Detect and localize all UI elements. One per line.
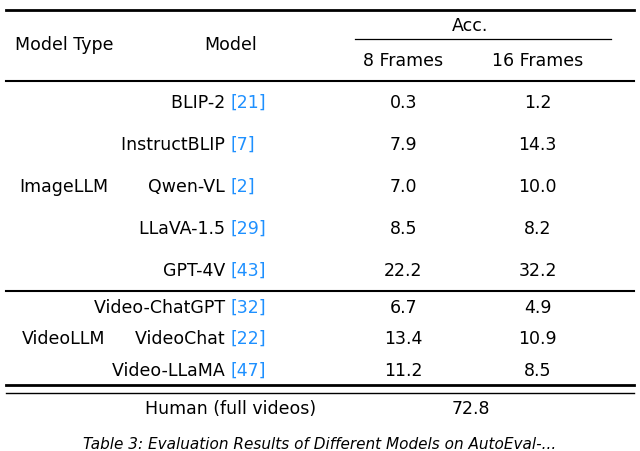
Text: 13.4: 13.4 <box>384 330 422 347</box>
Text: 8 Frames: 8 Frames <box>363 52 444 70</box>
Text: Video-LLaMA: Video-LLaMA <box>112 361 230 379</box>
Text: 8.2: 8.2 <box>524 219 551 237</box>
Text: 8.5: 8.5 <box>524 361 551 379</box>
Text: 4.9: 4.9 <box>524 298 551 316</box>
Text: GPT-4V: GPT-4V <box>163 262 230 279</box>
Text: VideoLLM: VideoLLM <box>22 330 106 347</box>
Text: BLIP-2: BLIP-2 <box>171 93 230 111</box>
Text: [2]: [2] <box>230 177 255 195</box>
Text: 10.0: 10.0 <box>518 177 557 195</box>
Text: LLaVA-1.5: LLaVA-1.5 <box>139 219 230 237</box>
Text: 6.7: 6.7 <box>389 298 417 316</box>
Text: 1.2: 1.2 <box>524 93 551 111</box>
Text: 72.8: 72.8 <box>451 399 490 417</box>
Text: ImageLLM: ImageLLM <box>19 177 109 195</box>
Text: 10.9: 10.9 <box>518 330 557 347</box>
Text: [47]: [47] <box>230 361 266 379</box>
Text: Video-ChatGPT: Video-ChatGPT <box>94 298 230 316</box>
Text: 14.3: 14.3 <box>518 135 557 153</box>
Text: [21]: [21] <box>230 93 266 111</box>
Text: [29]: [29] <box>230 219 266 237</box>
Text: 16 Frames: 16 Frames <box>492 52 583 70</box>
Text: 22.2: 22.2 <box>384 262 422 279</box>
Text: Human (full videos): Human (full videos) <box>145 399 316 417</box>
Text: InstructBLIP: InstructBLIP <box>121 135 230 153</box>
Text: Model: Model <box>204 36 257 54</box>
Text: [32]: [32] <box>230 298 266 316</box>
Text: Acc.: Acc. <box>452 17 488 35</box>
Text: 7.0: 7.0 <box>390 177 417 195</box>
Text: 32.2: 32.2 <box>518 262 557 279</box>
Text: 8.5: 8.5 <box>390 219 417 237</box>
Text: [22]: [22] <box>230 330 266 347</box>
Text: 7.9: 7.9 <box>389 135 417 153</box>
Text: 0.3: 0.3 <box>390 93 417 111</box>
Text: VideoChat: VideoChat <box>135 330 230 347</box>
Text: [7]: [7] <box>230 135 255 153</box>
Text: Model Type: Model Type <box>15 36 113 54</box>
Text: 11.2: 11.2 <box>384 361 422 379</box>
Text: Qwen-VL: Qwen-VL <box>148 177 230 195</box>
Text: [43]: [43] <box>230 262 266 279</box>
Text: Table 3: Evaluation Results of Different Models on AutoEval-...: Table 3: Evaluation Results of Different… <box>83 436 557 451</box>
